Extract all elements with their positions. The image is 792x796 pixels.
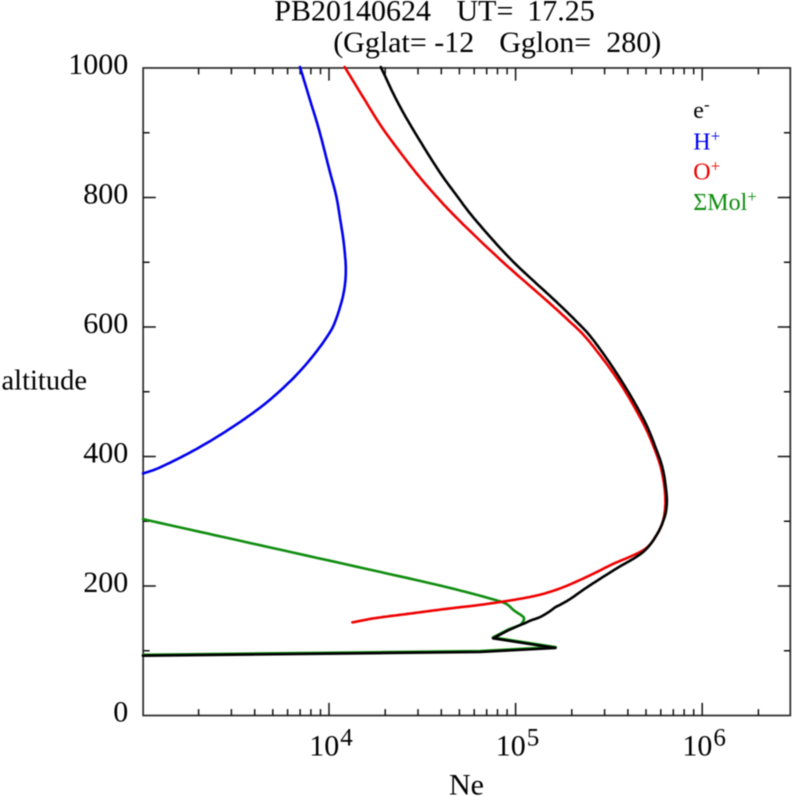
svg-text:H+: H+ — [693, 126, 720, 155]
svg-text:ΣMol+: ΣMol+ — [693, 187, 757, 216]
svg-text:106: 106 — [682, 725, 726, 763]
svg-text:Ne: Ne — [449, 769, 484, 796]
svg-text:0: 0 — [113, 696, 128, 729]
svg-text:104: 104 — [309, 725, 353, 763]
svg-text:800: 800 — [83, 178, 128, 211]
svg-text:altitude: altitude — [2, 365, 87, 396]
svg-text:1000: 1000 — [68, 48, 128, 81]
svg-text:O+: O+ — [693, 157, 720, 186]
svg-text:Gglon=: Gglon= — [499, 26, 591, 59]
svg-text:e-: e- — [693, 95, 710, 124]
svg-text:600: 600 — [83, 307, 128, 340]
svg-text:PB20140624: PB20140624 — [274, 0, 431, 27]
svg-text:UT=: UT= — [457, 0, 514, 27]
svg-text:400: 400 — [83, 436, 128, 469]
svg-text:17.25: 17.25 — [527, 0, 595, 27]
svg-text:280): 280) — [606, 26, 661, 59]
svg-text:200: 200 — [83, 566, 128, 599]
svg-text:105: 105 — [496, 725, 540, 763]
svg-text:(Gglat= -12: (Gglat= -12 — [333, 26, 474, 59]
